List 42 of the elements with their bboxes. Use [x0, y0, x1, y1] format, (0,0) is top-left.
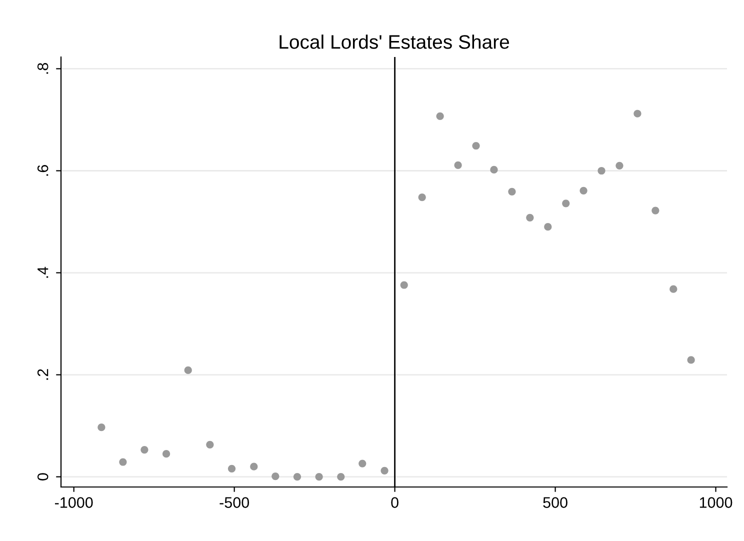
point — [140, 446, 148, 454]
point — [562, 200, 570, 208]
point — [436, 112, 444, 120]
point — [293, 472, 302, 481]
point — [162, 450, 170, 458]
y-tick-label: 0 — [37, 473, 48, 480]
point — [544, 223, 552, 231]
point — [400, 281, 408, 289]
x-tick-label: 0 — [391, 497, 398, 508]
point — [380, 466, 388, 474]
y-tick-label: .4 — [38, 266, 48, 278]
x-tick-label: -500 — [220, 497, 250, 508]
point — [687, 356, 695, 364]
point — [315, 472, 323, 481]
x-tick-label: 500 — [543, 497, 568, 508]
point — [250, 462, 258, 470]
point — [508, 188, 516, 196]
point — [119, 458, 127, 466]
chart-title: Local Lords' Estates Share — [280, 34, 510, 49]
point — [634, 110, 642, 118]
point — [472, 142, 480, 150]
point — [454, 161, 462, 169]
point — [98, 424, 106, 432]
point — [652, 206, 660, 214]
point — [598, 166, 606, 175]
point — [272, 472, 280, 480]
point — [526, 214, 534, 222]
x-tick-label: 1000 — [700, 497, 732, 508]
y-tick-label: .8 — [37, 63, 48, 74]
point — [206, 440, 214, 448]
point — [184, 366, 192, 374]
y-tick-label: .2 — [37, 369, 48, 380]
point — [490, 166, 498, 174]
point — [580, 186, 588, 194]
y-tick-label: .6 — [37, 165, 48, 176]
point — [418, 193, 426, 202]
point — [670, 285, 678, 293]
point — [616, 162, 624, 170]
x-tick-label: -1000 — [54, 497, 93, 508]
point — [337, 472, 345, 481]
point — [228, 464, 236, 472]
point — [358, 460, 366, 468]
